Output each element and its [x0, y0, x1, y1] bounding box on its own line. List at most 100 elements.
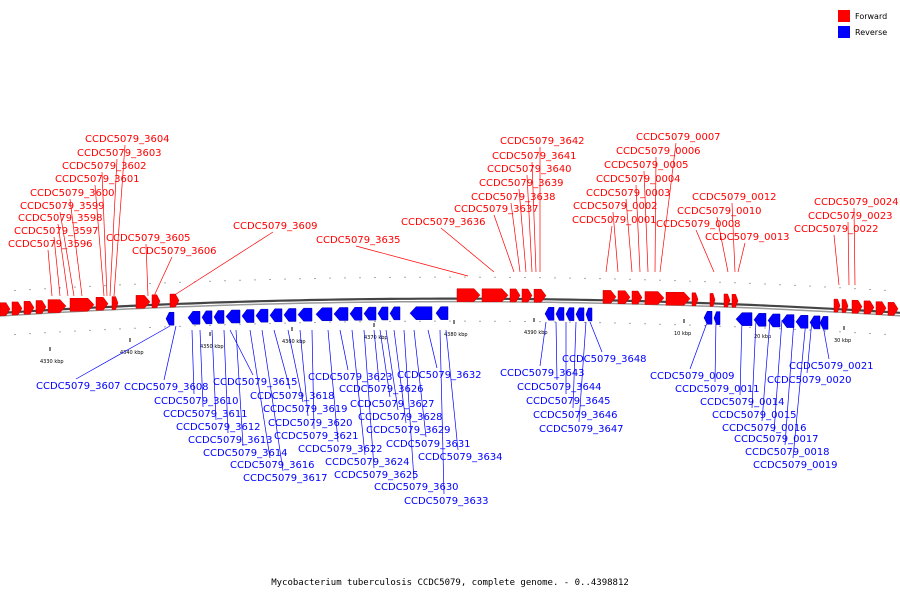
forward-gene-label: CCDC5079_0004	[596, 174, 681, 185]
forward-gene-label: CCDC5079_3609	[233, 221, 318, 232]
reverse-gene-label: CCDC5079_0018	[745, 447, 830, 458]
reverse-leader-line	[393, 329, 407, 424]
reverse-gene-arrow	[377, 306, 389, 321]
forward-gene-label: CCDC5079_0013	[705, 232, 790, 243]
scale-label: 10 kbp	[674, 331, 691, 337]
reverse-gene-label: CCDC5079_0015	[712, 410, 797, 421]
reverse-gene-label: CCDC5079_3644	[517, 382, 602, 393]
reverse-gene-label: CCDC5079_3613	[188, 435, 273, 446]
forward-gene-arrow	[23, 300, 35, 315]
forward-leader-line	[440, 227, 495, 273]
forward-gene-label: CCDC5079_0012	[692, 192, 777, 203]
reverse-gene-label: CCDC5079_3629	[366, 425, 451, 436]
forward-gene-label: CCDC5079_0010	[677, 206, 762, 217]
forward-leader-line	[695, 229, 715, 273]
backbone-shadow	[0, 300, 900, 317]
reverse-gene-arrow	[389, 306, 401, 321]
reverse-leader-line	[439, 329, 445, 495]
forward-gene-arrow	[456, 288, 481, 302]
reverse-gene-arrow	[713, 311, 721, 325]
reverse-leader-line	[191, 329, 195, 395]
reverse-gene-arrow	[781, 314, 795, 328]
forward-gene-arrow	[47, 299, 67, 313]
forward-gene-label: CCDC5079_3636	[401, 217, 486, 228]
reverse-gene-arrow	[575, 307, 585, 322]
scale-label: 30 kbp	[834, 338, 851, 344]
reverse-gene-label: CCDC5079_0011	[675, 384, 760, 395]
forward-leader-line	[355, 245, 469, 277]
reverse-gene-arrow	[795, 315, 809, 329]
forward-leader-line	[172, 231, 274, 297]
reverse-gene-arrow	[241, 309, 255, 323]
scale-label: 4380 kbp	[444, 332, 468, 338]
reverse-gene-label: CCDC5079_0014	[700, 397, 785, 408]
reverse-gene-label: CCDC5079_3618	[250, 391, 335, 402]
forward-leader-line	[153, 256, 173, 297]
reverse-gene-arrow	[297, 307, 313, 322]
forward-gene-arrow	[709, 293, 716, 307]
forward-gene-arrow	[135, 295, 151, 309]
reverse-gene-label: CCDC5079_3614	[203, 448, 288, 459]
forward-leader-line	[531, 161, 537, 273]
forward-gene-arrow	[851, 299, 863, 314]
forward-gene-arrow	[863, 300, 875, 315]
forward-gene-label: CCDC5079_0006	[616, 146, 701, 157]
genome-caption: Mycobacterium tuberculosis CCDC5079, com…	[271, 578, 629, 588]
forward-gene-label: CCDC5079_3601	[55, 174, 140, 185]
forward-gene-label: CCDC5079_3600	[30, 188, 115, 199]
forward-leader-line	[847, 221, 850, 286]
forward-gene-arrow	[95, 296, 109, 311]
reverse-gene-label: CCDC5079_3634	[418, 452, 503, 463]
reverse-gene-label: CCDC5079_3647	[539, 424, 624, 435]
forward-gene-label: CCDC5079_3606	[132, 246, 217, 257]
forward-gene-arrow	[833, 298, 841, 313]
reverse-leader-line	[555, 321, 558, 381]
forward-gene-arrow	[602, 290, 617, 304]
reverse-gene-label: CCDC5079_3625	[334, 470, 419, 481]
reverse-leader-line	[363, 329, 375, 469]
forward-leader-line	[47, 249, 53, 297]
reverse-gene-label: CCDC5079_3643	[500, 368, 585, 379]
reverse-leader-line	[163, 325, 177, 381]
forward-leader-line	[57, 223, 69, 297]
forward-leader-line	[654, 156, 657, 273]
reverse-leader-line	[427, 329, 438, 369]
reverse-gene-arrow	[703, 311, 713, 325]
reverse-gene-arrow	[767, 313, 781, 328]
reverse-gene-arrow	[735, 312, 753, 326]
reverse-gene-label: CCDC5079_3615	[213, 377, 298, 388]
forward-gene-arrow	[617, 290, 631, 304]
reverse-leader-line	[413, 329, 427, 438]
reverse-gene-arrow	[213, 310, 225, 324]
scale-label: 20 kbp	[754, 334, 771, 340]
forward-leader-line	[737, 242, 746, 273]
scale-label: 4390 kbp	[524, 330, 548, 336]
forward-leader-line	[493, 214, 515, 273]
reverse-leader-line	[761, 319, 771, 422]
reverse-gene-arrow	[809, 315, 821, 330]
reverse-gene-arrow	[201, 310, 213, 325]
forward-gene-arrow	[631, 290, 643, 305]
forward-gene-arrow	[151, 294, 161, 309]
reverse-gene-arrow	[585, 307, 593, 322]
reverse-leader-line	[739, 319, 743, 396]
forward-leader-line	[833, 234, 840, 286]
forward-gene-arrow	[533, 288, 547, 303]
reverse-gene-label: CCDC5079_3610	[154, 396, 239, 407]
reverse-gene-arrow	[187, 311, 201, 325]
reverse-leader-line	[784, 319, 795, 446]
forward-gene-label: CCDC5079_3637	[454, 204, 539, 215]
reverse-leader-line	[578, 321, 587, 423]
reverse-leader-line	[539, 321, 547, 367]
reverse-leader-line	[379, 329, 391, 398]
reverse-gene-arrow	[565, 307, 575, 321]
reverse-leader-line	[287, 329, 304, 403]
reverse-leader-line	[249, 329, 271, 459]
reverse-gene-label: CCDC5079_0020	[767, 375, 852, 386]
scale-label: 4360 kbp	[282, 339, 306, 345]
reverse-gene-arrow	[225, 309, 241, 324]
forward-gene-label: CCDC5079_3635	[316, 235, 401, 246]
forward-gene-label: CCDC5079_0005	[604, 160, 689, 171]
forward-gene-arrow	[875, 301, 887, 315]
